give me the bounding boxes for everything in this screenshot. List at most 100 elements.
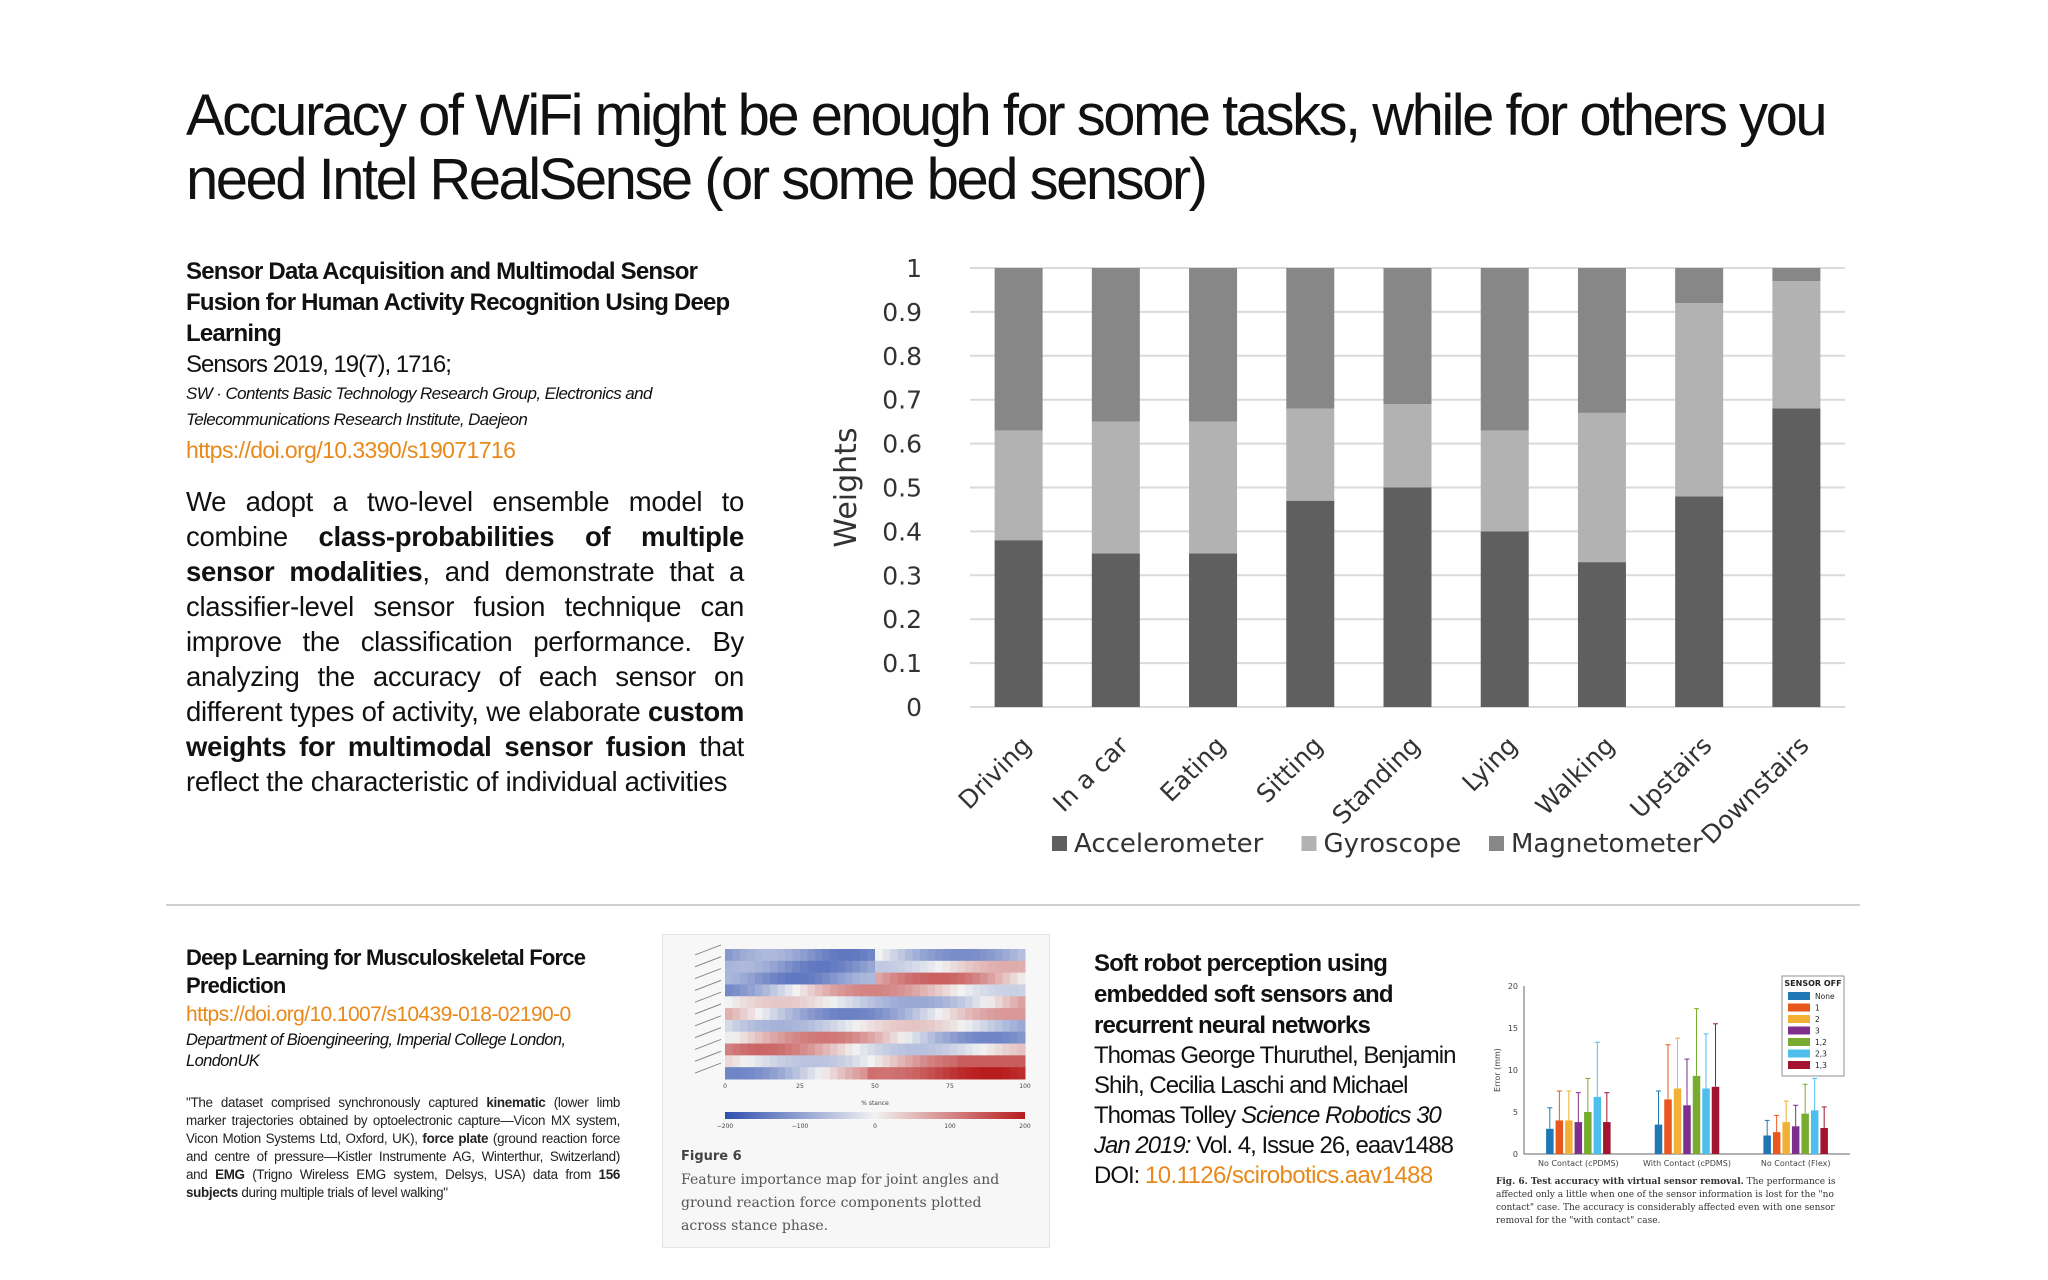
error-bar-rect — [1546, 1128, 1554, 1154]
y-tick-label: 0.7 — [882, 386, 922, 415]
heatmap-cell — [875, 1008, 883, 1021]
heatmap-cell — [725, 1043, 733, 1056]
group-label: No Contact (cPDMS) — [1538, 1159, 1619, 1168]
heatmap-cell — [1017, 996, 1026, 1009]
heatmap-cell — [785, 1008, 793, 1021]
heatmap-cell — [747, 1031, 756, 1045]
heatmap-cell — [1002, 949, 1011, 962]
heatmap-cell — [852, 960, 861, 974]
heatmap-cell — [725, 996, 733, 1009]
heatmap-cell — [785, 1043, 793, 1056]
legend-label: Magnetometer — [1511, 829, 1703, 859]
heatmap-cell — [905, 1043, 913, 1056]
quote-highlight: EMG — [215, 1167, 245, 1182]
x-tick-label: In a car — [1047, 730, 1134, 817]
doi-link[interactable]: https://doi.org/10.3390/s19071716 — [186, 437, 516, 463]
heatmap-cell — [845, 1043, 853, 1056]
bar-segment-accelerometer — [994, 540, 1043, 707]
bar-segment-accelerometer — [1383, 487, 1432, 707]
heatmap-cell — [837, 984, 846, 997]
row-label-mark — [694, 944, 722, 956]
paper-title: Soft robot perception using embedded sof… — [1094, 950, 1394, 1039]
heatmap-cell — [770, 949, 778, 962]
error-bar-rect — [1683, 1105, 1691, 1154]
dataset-quote: "The dataset comprised synchronously cap… — [186, 1094, 620, 1202]
heatmap-cell — [995, 972, 1003, 985]
heatmap-cell — [912, 1055, 921, 1068]
row-label-mark — [694, 1015, 722, 1027]
heatmap-cell — [972, 1008, 981, 1021]
heatmap-cell — [785, 972, 793, 985]
heatmap-cell — [950, 1067, 958, 1080]
legend-swatch — [1301, 836, 1317, 851]
quote-text: (lower limb marker trajectories obtained… — [186, 1095, 620, 1146]
heatmap-cell — [762, 1043, 771, 1056]
heatmap-cell — [1017, 1055, 1026, 1068]
heatmap-cell — [860, 996, 868, 1009]
bar-segment-magnetometer — [1772, 268, 1821, 282]
heatmap-cell — [920, 972, 928, 985]
heatmap-cell — [942, 1043, 951, 1056]
doi-link[interactable]: https://doi.org/10.1007/s10439-018-02190… — [186, 1003, 571, 1026]
heatmap-cell — [755, 960, 763, 974]
doi-link[interactable]: 10.1126/scirobotics.aav1488 — [1145, 1162, 1433, 1189]
bar-segment-magnetometer — [994, 268, 1043, 431]
heatmap-cell — [950, 984, 958, 997]
bar-segment-accelerometer — [1480, 531, 1529, 707]
heatmap-cell — [882, 1067, 891, 1080]
heatmap-cell — [1017, 949, 1026, 962]
summary-highlight: class-probabilities of multiple sensor m… — [186, 521, 744, 587]
bar-segment-accelerometer — [1189, 553, 1238, 707]
heatmap-cell — [732, 1055, 741, 1068]
heatmap-cell — [1017, 1008, 1026, 1021]
heatmap-cell — [957, 1043, 966, 1056]
heatmap-cell — [867, 1031, 876, 1045]
heatmap-cell — [890, 1043, 898, 1056]
heatmap-cell — [987, 972, 996, 985]
heatmap-cell — [972, 1055, 981, 1068]
row-label-mark — [694, 956, 722, 968]
authors: Thomas George Thuruthel, Benjamin Shih, … — [1094, 1041, 1474, 1161]
heatmap-cell — [792, 960, 801, 974]
heatmap-cell — [1017, 1067, 1026, 1080]
heatmap-cell — [1002, 1067, 1011, 1080]
heatmap-cell — [852, 1043, 861, 1056]
heatmap-cell — [800, 996, 808, 1009]
x-tick-label: Eating — [1155, 731, 1232, 808]
colorbar-tick: 200 — [1019, 1123, 1031, 1130]
heatmap-cell — [860, 1067, 868, 1080]
error-bar-rect — [1791, 1126, 1800, 1154]
heatmap-cell — [987, 1043, 996, 1056]
heatmap-cell — [815, 1067, 823, 1080]
heatmap-cell — [905, 984, 913, 997]
heatmap-cell — [815, 1043, 823, 1056]
bar-segment-accelerometer — [1772, 408, 1821, 707]
heatmap-cell — [860, 984, 868, 997]
heatmap-cell — [875, 960, 883, 974]
x-tick-label: Walking — [1530, 731, 1620, 821]
heatmap-cell — [837, 1031, 846, 1045]
heatmap-cell — [845, 949, 853, 962]
y-tick-label: 1 — [906, 254, 922, 283]
summary-text: that reflect the characteristic of indiv… — [186, 731, 744, 797]
y-tick-label: 10 — [1508, 1066, 1518, 1075]
bar-segment-magnetometer — [1480, 268, 1529, 431]
heatmap-cell — [860, 960, 868, 974]
bar-segment-magnetometer — [1577, 268, 1626, 413]
heatmap-cell — [980, 1055, 988, 1068]
heatmap-cell — [815, 1055, 823, 1068]
heatmap-cell — [822, 949, 831, 962]
heatmap-cell — [905, 1055, 913, 1068]
heatmap-cell — [1017, 960, 1026, 974]
error-bar-rect — [1565, 1120, 1573, 1154]
reference-3: Soft robot perception using embedded sof… — [1094, 948, 1474, 1191]
heatmap-cell — [875, 949, 883, 962]
heatmap-cell — [1017, 972, 1026, 985]
heatmap-cell — [897, 972, 906, 985]
feature-importance-heatmap: 0 25 50 75 100 % stance −200 −100 0 100 200 — [694, 944, 1031, 1130]
heatmap-cell — [747, 984, 756, 997]
heatmap-cell — [830, 984, 838, 997]
heatmap-cell — [822, 984, 831, 997]
heatmap-cell — [1017, 984, 1026, 997]
heatmap-cell — [792, 1019, 801, 1033]
